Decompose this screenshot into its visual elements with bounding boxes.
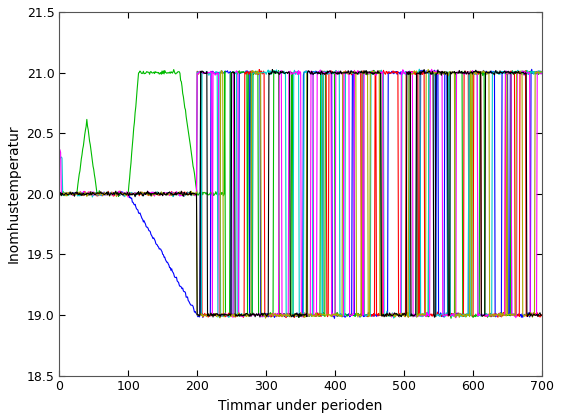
X-axis label: Timmar under perioden: Timmar under perioden: [218, 399, 383, 413]
Y-axis label: Inomhustemperatur: Inomhustemperatur: [7, 124, 21, 263]
